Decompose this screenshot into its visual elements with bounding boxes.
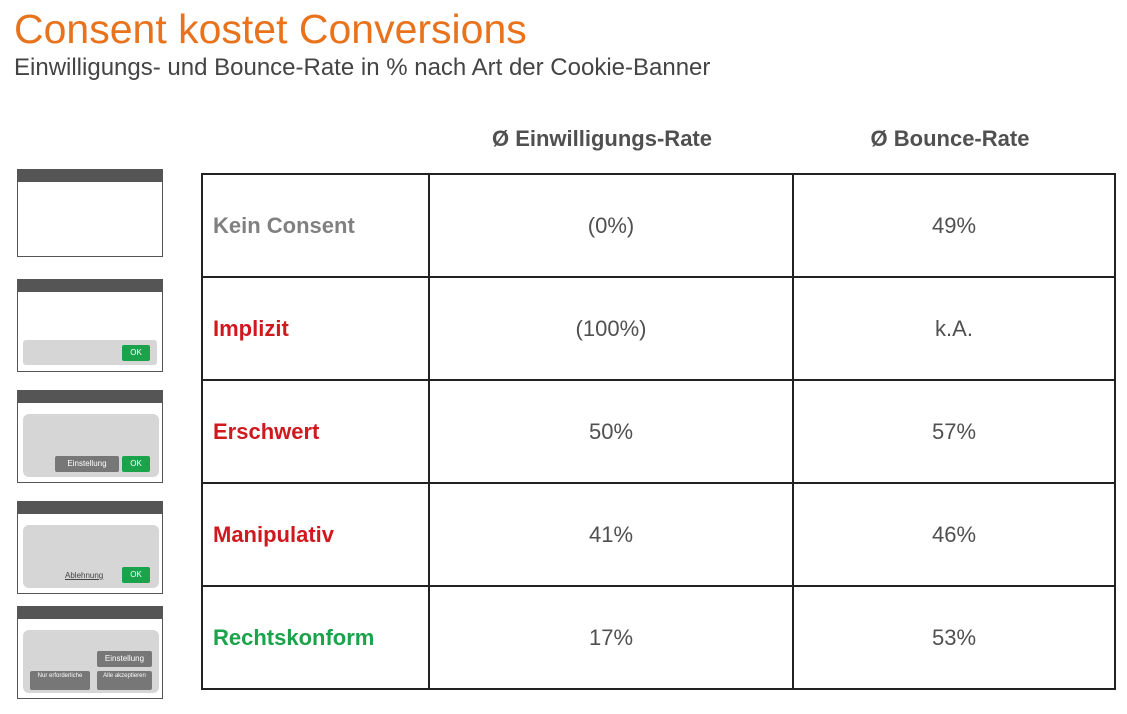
column-header-consent-rate: Ø Einwilligungs-Rate (491, 126, 712, 151)
settings-button-icon: Einstellung (97, 651, 152, 667)
banner-icon-no-consent (17, 169, 163, 257)
row-label-no-consent: Kein Consent (201, 173, 430, 278)
settings-button-icon: Einstellung (55, 456, 119, 472)
banner-icon-compliant: Einstellung Nur erforderliche Alle akzep… (17, 606, 163, 699)
ok-button-icon: OK (122, 456, 150, 472)
accept-all-button-icon: Alle akzeptieren (97, 671, 152, 690)
row-label-difficult: Erschwert (201, 379, 430, 484)
reject-link-icon: Ablehnung (65, 571, 104, 580)
banner-icon-manipulative: Ablehnung OK (17, 501, 163, 594)
bounce-rate-cell: 53% (792, 585, 1116, 690)
column-header-bounce-rate: Ø Bounce-Rate (870, 126, 1030, 151)
row-label-implicit: Implizit (201, 276, 430, 381)
ok-button-icon: OK (122, 567, 150, 583)
necessary-only-button-icon: Nur erforderliche (30, 671, 90, 690)
bounce-rate-cell: 49% (792, 173, 1116, 278)
banner-icon-difficult: Einstellung OK (17, 390, 163, 483)
banner-icon-implicit: OK (17, 279, 163, 372)
table-row: Kein Consent (0%) 49% (201, 173, 1116, 278)
consent-rate-cell: (100%) (428, 276, 794, 381)
bounce-rate-cell: k.A. (792, 276, 1116, 381)
table-row: Implizit (100%) k.A. (201, 276, 1116, 381)
consent-rate-cell: 17% (428, 585, 794, 690)
results-table: Kein Consent (0%) 49% Implizit (100%) k.… (201, 173, 1116, 690)
ok-button-icon: OK (122, 345, 150, 361)
page-title: Consent kostet Conversions (14, 6, 527, 52)
row-label-manipulative: Manipulativ (201, 482, 430, 587)
consent-rate-cell: 41% (428, 482, 794, 587)
table-row: Erschwert 50% 57% (201, 379, 1116, 484)
table-row: Rechtskonform 17% 53% (201, 585, 1116, 690)
row-label-compliant: Rechtskonform (201, 585, 430, 690)
bounce-rate-cell: 46% (792, 482, 1116, 587)
table-row: Manipulativ 41% 46% (201, 482, 1116, 587)
consent-rate-cell: (0%) (428, 173, 794, 278)
page-subtitle: Einwilligungs- und Bounce-Rate in % nach… (14, 54, 711, 81)
bounce-rate-cell: 57% (792, 379, 1116, 484)
consent-rate-cell: 50% (428, 379, 794, 484)
